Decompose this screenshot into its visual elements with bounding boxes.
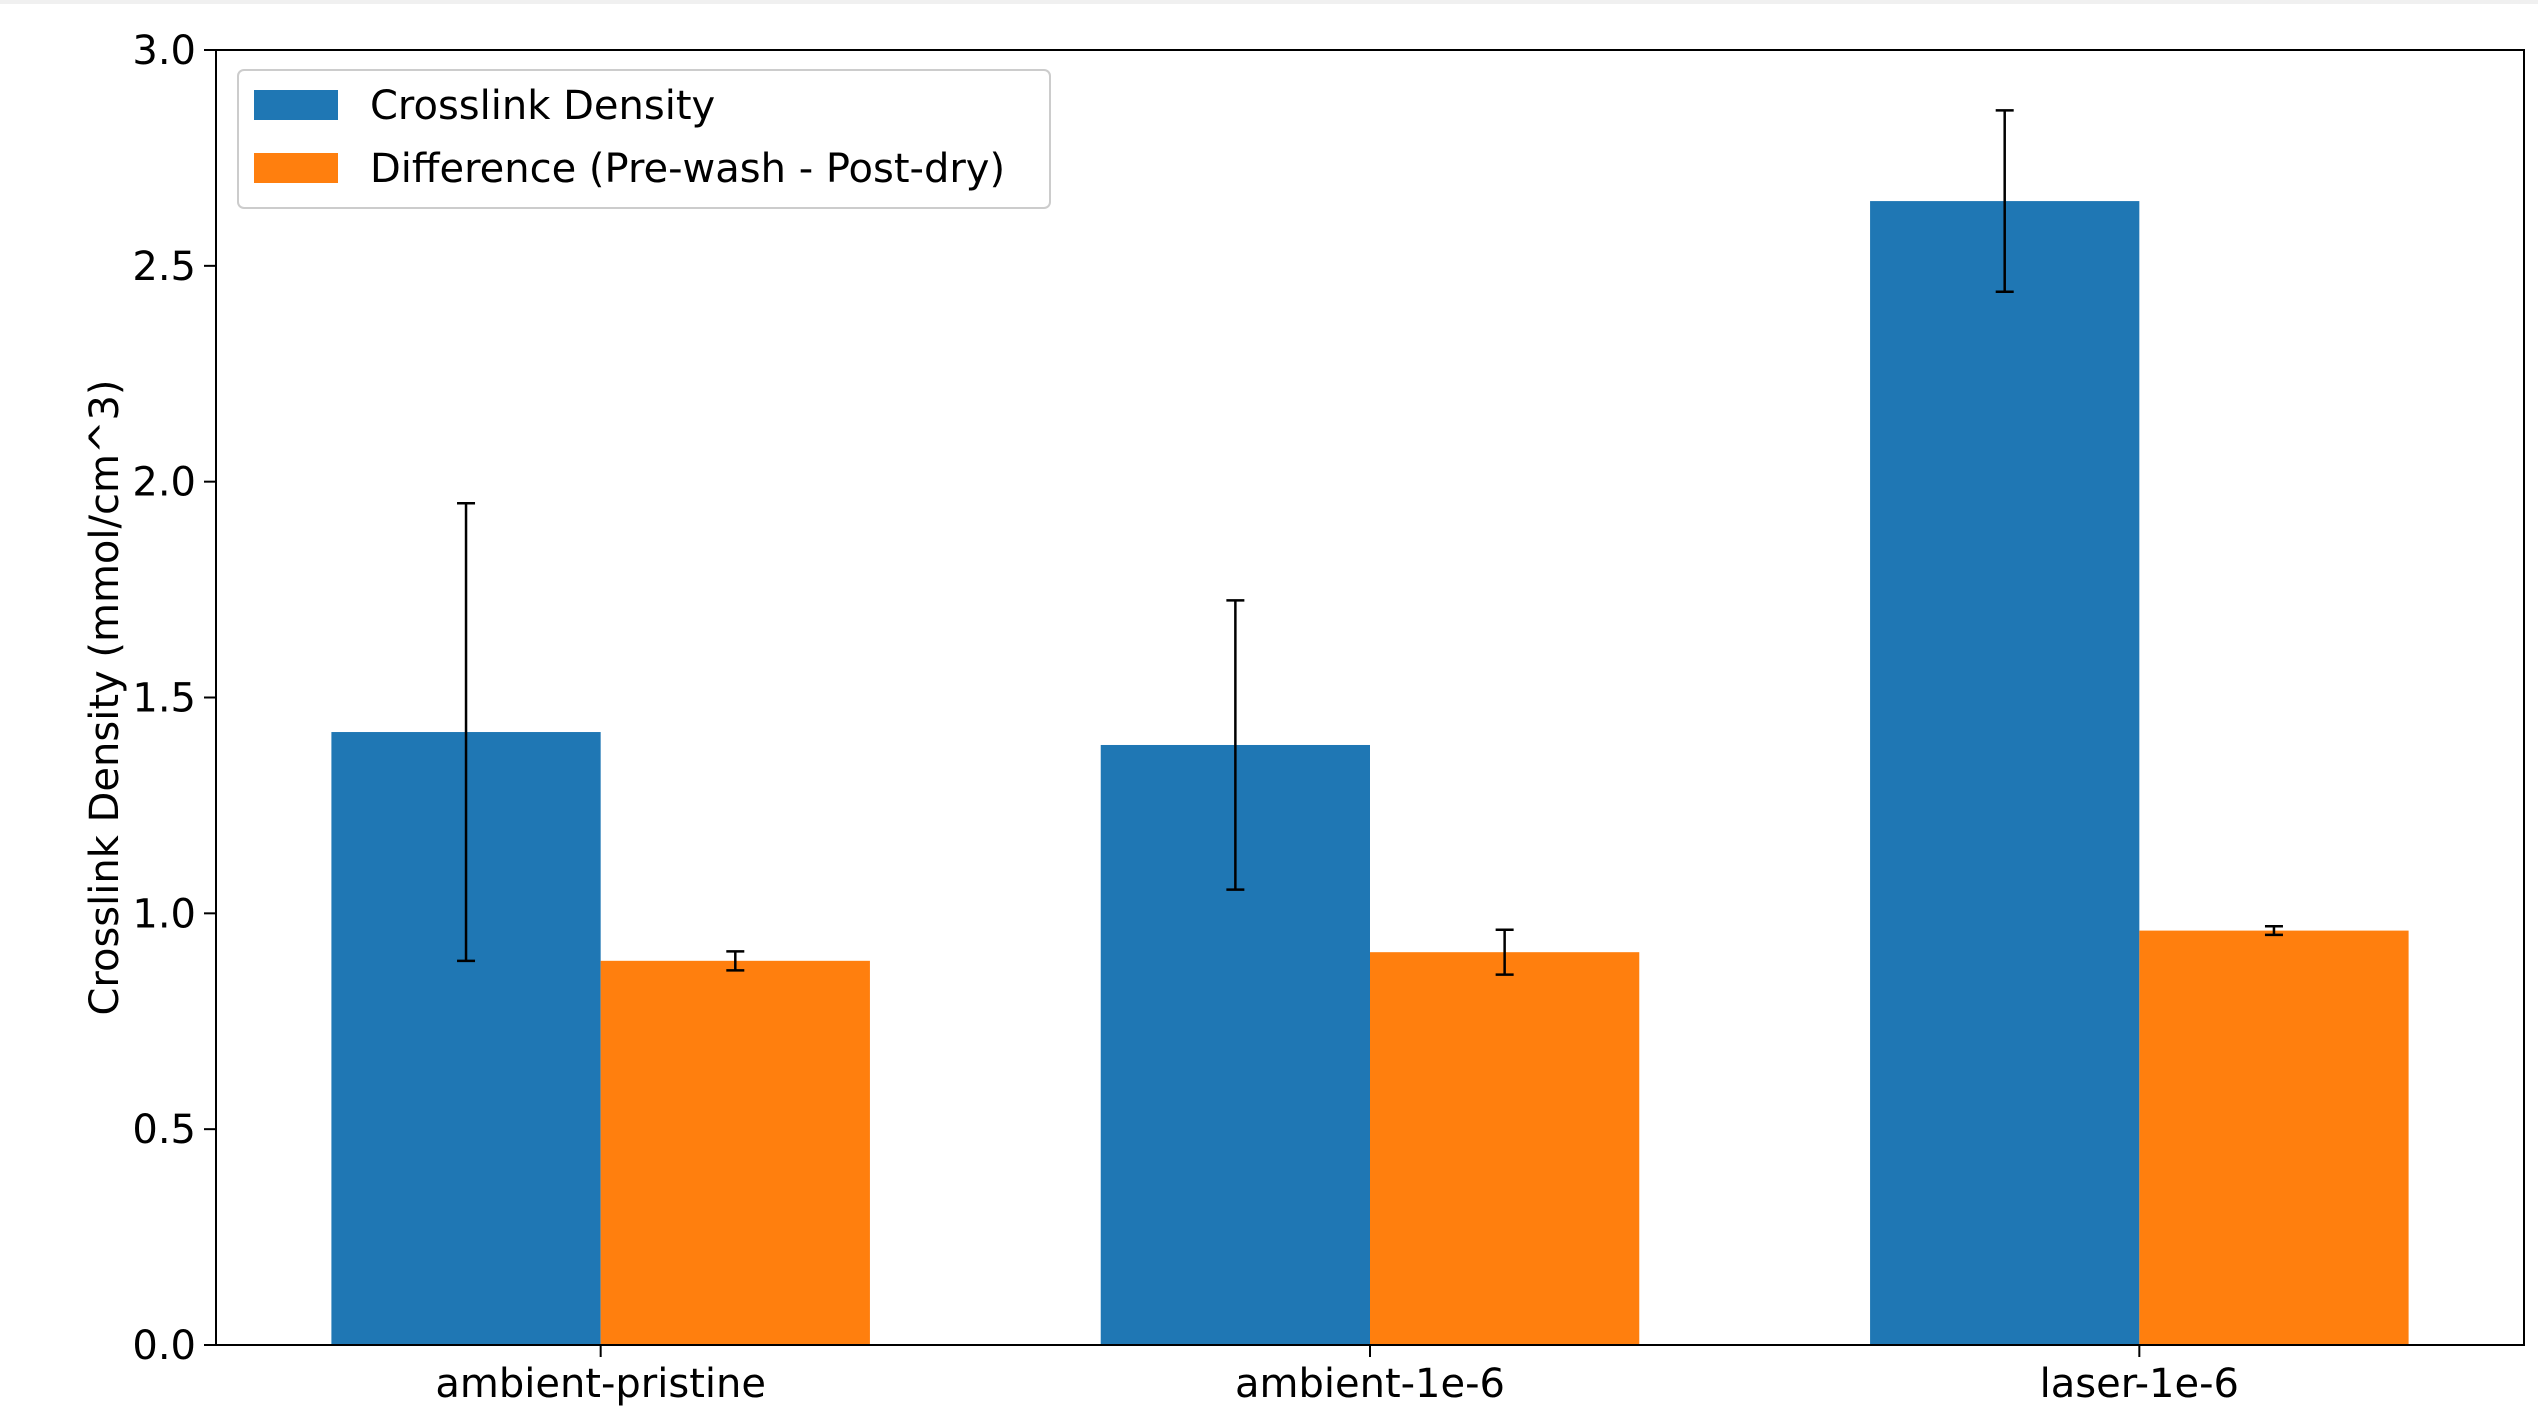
y-tick-label: 2.5	[132, 244, 196, 290]
bar-difference-laser-1e-6	[2139, 930, 2409, 1345]
legend-swatch-difference	[254, 153, 338, 183]
y-tick-label: 2.0	[132, 460, 196, 506]
y-tick-label: 1.5	[132, 676, 196, 722]
legend-box	[237, 69, 1051, 209]
x-tick-label-ambient-pristine: ambient-pristine	[435, 1361, 766, 1407]
top-strip	[0, 0, 2538, 4]
x-axis: ambient-pristine ambient-1e-6 laser-1e-6	[435, 1345, 2239, 1407]
x-tick-label-laser-1e-6: laser-1e-6	[2040, 1361, 2239, 1407]
legend-label-crosslink: Crosslink Density	[370, 83, 715, 129]
bar-difference-ambient-pristine	[600, 960, 870, 1345]
legend: Crosslink Density Difference (Pre-wash - …	[237, 69, 1051, 209]
error-bar-difference-laser-1e-6	[2264, 925, 2283, 937]
bar-difference-ambient-1e-6	[1370, 952, 1640, 1345]
y-tick-label: 0.5	[132, 1107, 196, 1153]
y-axis-title: Crosslink Density (mmol/cm^3)	[82, 379, 128, 1015]
y-tick-label: 0.0	[132, 1323, 196, 1369]
bars-layer	[331, 201, 2409, 1345]
error-bars-layer	[457, 109, 2283, 976]
bar-crosslink-laser-1e-6	[1870, 201, 2140, 1345]
error-bar-crosslink-ambient-1e-6	[1226, 599, 1245, 891]
error-bar-difference-ambient-1e-6	[1495, 928, 1514, 976]
y-axis: 0.0 0.5 1.0 1.5 2.0 2.5 3.0	[132, 28, 216, 1369]
x-tick-label-ambient-1e-6: ambient-1e-6	[1235, 1361, 1505, 1407]
error-bar-difference-ambient-pristine	[726, 950, 745, 972]
legend-label-difference: Difference (Pre-wash - Post-dry)	[370, 146, 1005, 192]
y-tick-label: 3.0	[132, 28, 196, 74]
error-bar-crosslink-laser-1e-6	[1995, 109, 2014, 293]
y-tick-label: 1.0	[132, 891, 196, 937]
error-bar-crosslink-ambient-pristine	[457, 502, 476, 963]
legend-swatch-crosslink	[254, 90, 338, 120]
